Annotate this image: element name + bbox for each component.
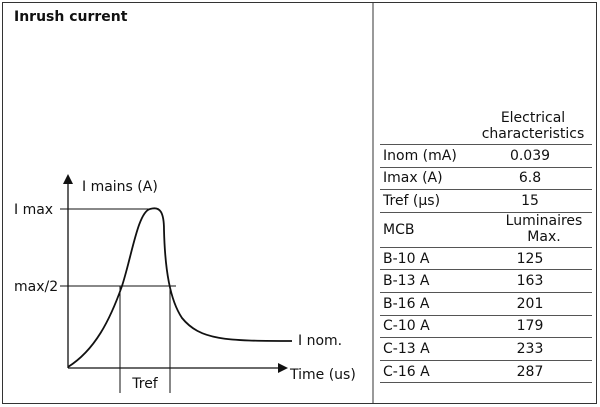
- value-cell: 15: [468, 189, 592, 213]
- cell-text: Luminaires Max.: [505, 212, 583, 245]
- table-row: B-13 A 163: [380, 269, 592, 293]
- table-row: C-13 A 233: [380, 337, 592, 361]
- guides: [60, 208, 176, 393]
- table-header-row: Electrical characteristics: [380, 110, 592, 145]
- label-cell: B-16 A: [380, 292, 468, 316]
- table-row: Inom (mA) 0.039: [380, 144, 592, 168]
- characteristics-table: Electrical characteristics Inom (mA) 0.03…: [380, 110, 592, 384]
- header-cell: Electrical characteristics: [468, 110, 592, 145]
- value-cell: 179: [468, 315, 592, 339]
- label-cell: B-10 A: [380, 247, 468, 271]
- arrowheads: [63, 174, 288, 373]
- value-cell: 125: [468, 247, 592, 271]
- value-cell: 0.039: [468, 144, 592, 168]
- table-row: B-10 A 125: [380, 247, 592, 271]
- label-cell: C-10 A: [380, 315, 468, 339]
- table-row: C-16 A 287: [380, 360, 592, 384]
- empty-cell: [380, 110, 468, 145]
- axes: [67, 180, 280, 369]
- i-max-label: I max: [14, 202, 53, 218]
- value-cell: 6.8: [468, 167, 592, 191]
- y-axis-label: I mains (A): [82, 179, 158, 195]
- label-cell: Inom (mA): [380, 144, 468, 168]
- value-cell: 163: [468, 269, 592, 293]
- label-cell: Imax (A): [380, 167, 468, 191]
- frame: [2, 2, 597, 404]
- table-row: C-10 A 179: [380, 315, 592, 339]
- label-cell: B-13 A: [380, 269, 468, 293]
- label-cell: Tref (µs): [380, 189, 468, 213]
- title: Inrush current: [14, 9, 128, 25]
- x-axis-label: Time (us): [289, 367, 356, 383]
- i-nom-label: I nom.: [298, 333, 342, 349]
- value-cell: 201: [468, 292, 592, 316]
- label-cell: MCB: [380, 212, 468, 248]
- table-row: Imax (A) 6.8: [380, 167, 592, 191]
- label-cell: C-13 A: [380, 337, 468, 361]
- label-cell: C-16 A: [380, 360, 468, 384]
- half-label: max/2: [14, 279, 58, 295]
- value-cell: 287: [468, 360, 592, 384]
- inrush-curve: [67, 207, 293, 368]
- table-row: MCB Luminaires Max.: [380, 212, 592, 248]
- value-cell: Luminaires Max.: [468, 212, 592, 248]
- table-row: Tref (µs) 15: [380, 189, 592, 213]
- header-text: Electrical characteristics: [481, 110, 585, 142]
- table-row: B-16 A 201: [380, 292, 592, 316]
- value-cell: 233: [468, 337, 592, 361]
- tref-label: Tref: [131, 376, 159, 392]
